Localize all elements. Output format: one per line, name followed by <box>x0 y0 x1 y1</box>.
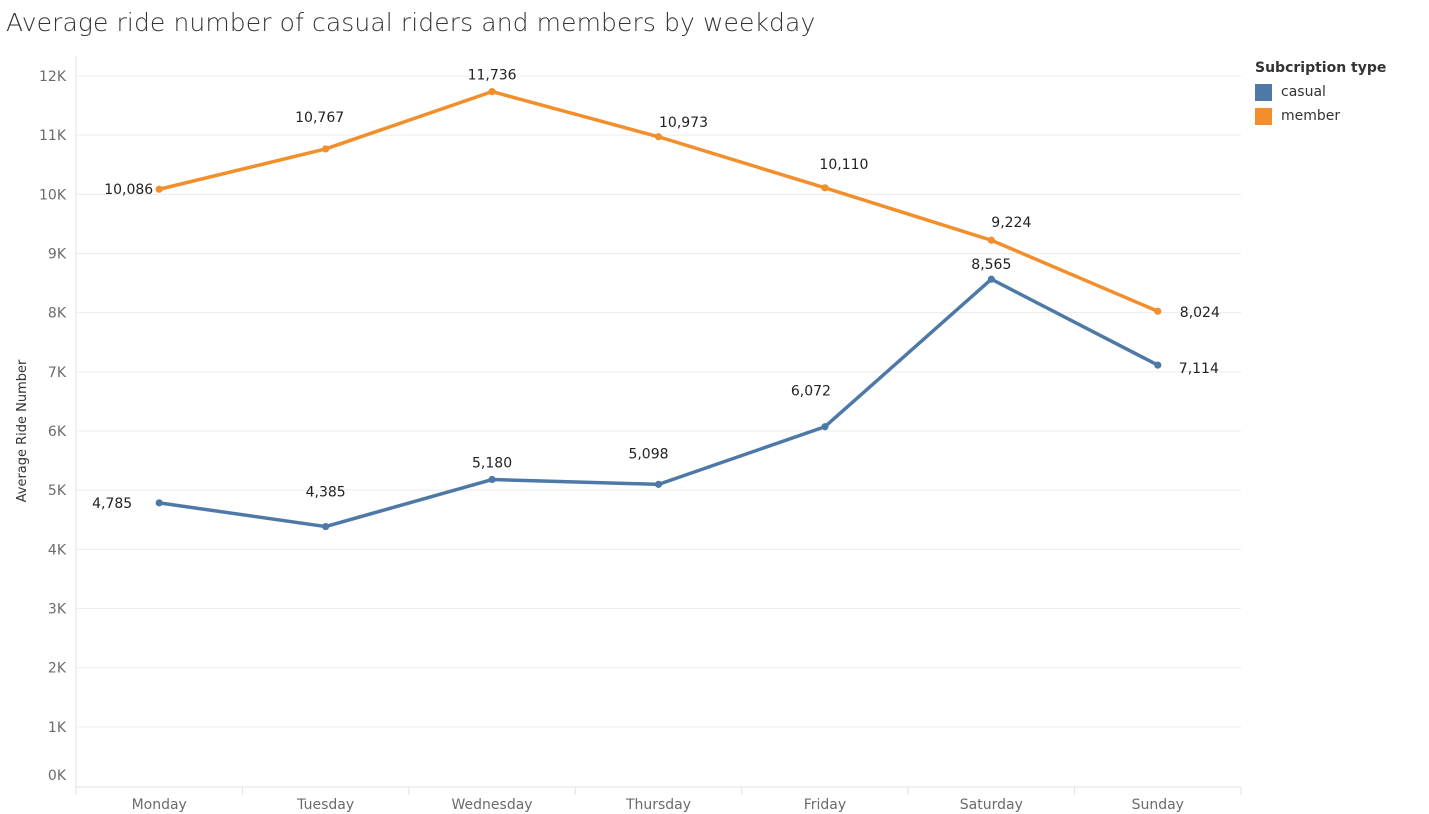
data-label-member: 10,086 <box>104 182 153 198</box>
data-label-casual: 6,072 <box>791 384 831 400</box>
data-point-member <box>987 236 995 244</box>
x-tick-label: Monday <box>132 797 187 813</box>
data-label-casual: 8,565 <box>971 257 1011 273</box>
data-label-member: 8,024 <box>1180 305 1220 321</box>
legend-item-casual[interactable]: casual <box>1255 80 1386 104</box>
y-tick-label: 5K <box>48 483 67 499</box>
legend-label-member: member <box>1281 108 1341 124</box>
y-tick-label: 6K <box>48 424 67 440</box>
data-label-casual: 7,114 <box>1179 361 1219 377</box>
y-tick-label: 9K <box>48 247 67 263</box>
legend-swatch-casual <box>1255 83 1272 101</box>
legend-label-casual: casual <box>1281 84 1326 100</box>
data-label-member: 10,110 <box>819 157 868 173</box>
y-axis-label: Average Ride Number <box>15 359 30 502</box>
data-label-member: 10,973 <box>659 115 708 131</box>
y-tick-label: 0K <box>48 768 67 784</box>
data-point-casual <box>155 499 163 507</box>
x-tick-label: Sunday <box>1132 797 1184 813</box>
data-point-member <box>322 145 330 153</box>
y-tick-label: 2K <box>48 661 67 677</box>
y-tick-label: 4K <box>48 542 67 558</box>
data-point-member <box>1154 307 1162 315</box>
data-point-member <box>488 88 496 96</box>
data-point-member <box>821 184 829 192</box>
x-tick-label: Saturday <box>960 797 1023 813</box>
data-point-casual <box>488 475 496 484</box>
chart-title: Average ride number of casual riders and… <box>6 8 816 37</box>
data-point-casual <box>654 480 663 488</box>
x-tick-label: Thursday <box>625 797 691 813</box>
y-tick-label: 1K <box>48 720 67 736</box>
data-point-member <box>654 133 663 141</box>
x-tick-label: Wednesday <box>452 797 533 813</box>
data-label-member: 9,224 <box>991 215 1031 231</box>
y-tick-label: 3K <box>48 602 67 618</box>
y-tick-label: 10K <box>39 187 67 203</box>
data-label-member: 10,767 <box>295 110 344 126</box>
data-label-member: 11,736 <box>468 68 517 84</box>
data-label-casual: 4,785 <box>92 496 132 512</box>
x-tick-label: Friday <box>804 797 846 813</box>
legend: Subcription type casual member <box>1255 60 1386 128</box>
data-point-casual <box>821 423 829 431</box>
data-label-casual: 4,385 <box>306 485 346 501</box>
x-tick-label: Tuesday <box>296 797 354 813</box>
y-tick-label: 8K <box>48 306 67 322</box>
legend-item-member[interactable]: member <box>1255 104 1386 128</box>
legend-swatch-member <box>1255 107 1272 125</box>
y-tick-label: 11K <box>39 128 67 144</box>
data-point-casual <box>987 275 995 283</box>
data-label-casual: 5,098 <box>628 446 668 462</box>
data-point-casual <box>322 522 330 531</box>
legend-title: Subcription type <box>1255 60 1387 76</box>
y-tick-label: 12K <box>39 69 67 85</box>
y-tick-label: 7K <box>48 365 67 381</box>
data-point-casual <box>1154 361 1162 369</box>
data-point-member <box>155 185 163 193</box>
data-label-casual: 5,180 <box>472 456 512 472</box>
